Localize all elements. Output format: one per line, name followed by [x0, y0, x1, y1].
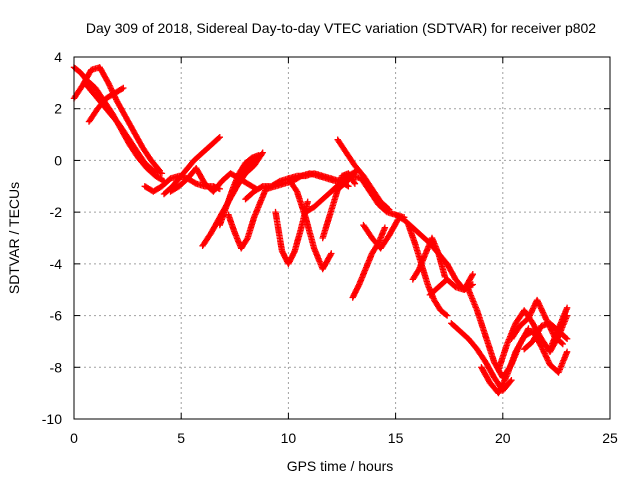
y-tick-label: -10	[42, 411, 62, 427]
x-tick-label: 0	[70, 430, 78, 446]
data-point	[442, 311, 450, 318]
data-point	[529, 305, 537, 312]
series-arc32	[546, 304, 571, 353]
y-tick-label: -8	[50, 359, 63, 375]
data-point	[332, 177, 339, 185]
x-tick-label: 5	[177, 430, 185, 446]
data-point	[538, 306, 545, 313]
x-tick-label: 15	[388, 430, 404, 446]
chart-title: Day 309 of 2018, Sidereal Day-to-day VTE…	[86, 20, 596, 36]
data-point	[537, 303, 544, 311]
series-arc21	[360, 216, 401, 252]
y-tick-label: -6	[50, 308, 63, 324]
data-point	[304, 198, 311, 205]
data-point	[507, 378, 514, 385]
x-tick-label: 25	[602, 430, 618, 446]
data-point	[497, 385, 504, 393]
data-point	[508, 377, 515, 384]
data-point	[496, 387, 503, 394]
data-point	[539, 346, 546, 353]
series-arc13	[263, 170, 339, 193]
data-point	[256, 152, 263, 160]
x-axis-label: GPS time / hours	[287, 458, 394, 474]
data-point	[559, 340, 566, 348]
data-point	[499, 380, 507, 387]
series-arc7	[167, 165, 260, 195]
y-tick-label: 2	[54, 101, 62, 117]
series-arc30	[508, 296, 566, 348]
series-arc4	[85, 84, 127, 125]
data-point	[243, 236, 251, 243]
data-point	[257, 152, 264, 159]
y-axis-label: SDTVAR / TECUs	[6, 182, 22, 294]
data-point	[215, 134, 222, 142]
data-point	[381, 224, 389, 231]
data-point	[548, 327, 555, 334]
data-point	[345, 183, 352, 190]
series-arc24	[409, 234, 449, 283]
data-points	[70, 64, 571, 397]
y-tick-label: -2	[50, 204, 63, 220]
y-tick-label: -4	[50, 256, 63, 272]
series-arc15	[285, 175, 335, 273]
data-point	[528, 308, 535, 315]
series-arc25	[426, 271, 476, 299]
data-point	[351, 180, 359, 187]
data-point	[530, 303, 537, 311]
data-point	[498, 383, 505, 390]
data-point	[560, 357, 567, 364]
data-point	[501, 376, 509, 383]
x-tick-label: 10	[281, 430, 297, 446]
data-point	[527, 310, 534, 318]
data-point	[525, 315, 532, 322]
data-point	[120, 84, 127, 92]
data-point	[540, 310, 547, 318]
data-point	[107, 85, 115, 92]
data-point	[540, 349, 548, 356]
data-point	[535, 299, 542, 306]
y-tick-label: 4	[54, 49, 62, 65]
axis-ticks: 0 5 10 15 20 25 -10 -8 -6 -4 -2 0 2 4	[42, 49, 618, 446]
data-point	[539, 309, 547, 316]
series-arc2	[70, 64, 163, 174]
data-point	[108, 86, 115, 93]
data-point	[542, 353, 550, 360]
data-point	[536, 302, 543, 309]
data-point	[469, 271, 476, 278]
data-point	[501, 377, 508, 384]
data-point	[545, 358, 552, 366]
data-point	[503, 373, 510, 380]
series-arc28	[478, 327, 571, 397]
data-point	[216, 134, 223, 141]
data-point	[558, 339, 565, 347]
data-point	[562, 334, 570, 342]
data-point	[563, 335, 571, 342]
plot-border	[73, 56, 611, 420]
data-point	[106, 82, 113, 89]
data-point	[469, 281, 476, 288]
y-tick-label: 0	[54, 152, 62, 168]
data-point	[118, 85, 126, 92]
data-point	[526, 312, 533, 319]
data-point	[158, 170, 166, 177]
data-point	[443, 312, 451, 319]
data-point	[327, 251, 334, 258]
series-arc31	[521, 320, 571, 353]
data-point	[393, 218, 401, 225]
series-arc3	[81, 79, 166, 177]
data-point	[468, 272, 476, 279]
data-point	[544, 355, 551, 363]
data-point	[563, 348, 571, 355]
x-tick-label: 20	[495, 430, 511, 446]
series-arc6	[160, 134, 223, 198]
data-point	[563, 304, 571, 311]
data-point	[328, 250, 335, 257]
data-point	[350, 179, 358, 186]
series-arc11	[231, 152, 264, 193]
